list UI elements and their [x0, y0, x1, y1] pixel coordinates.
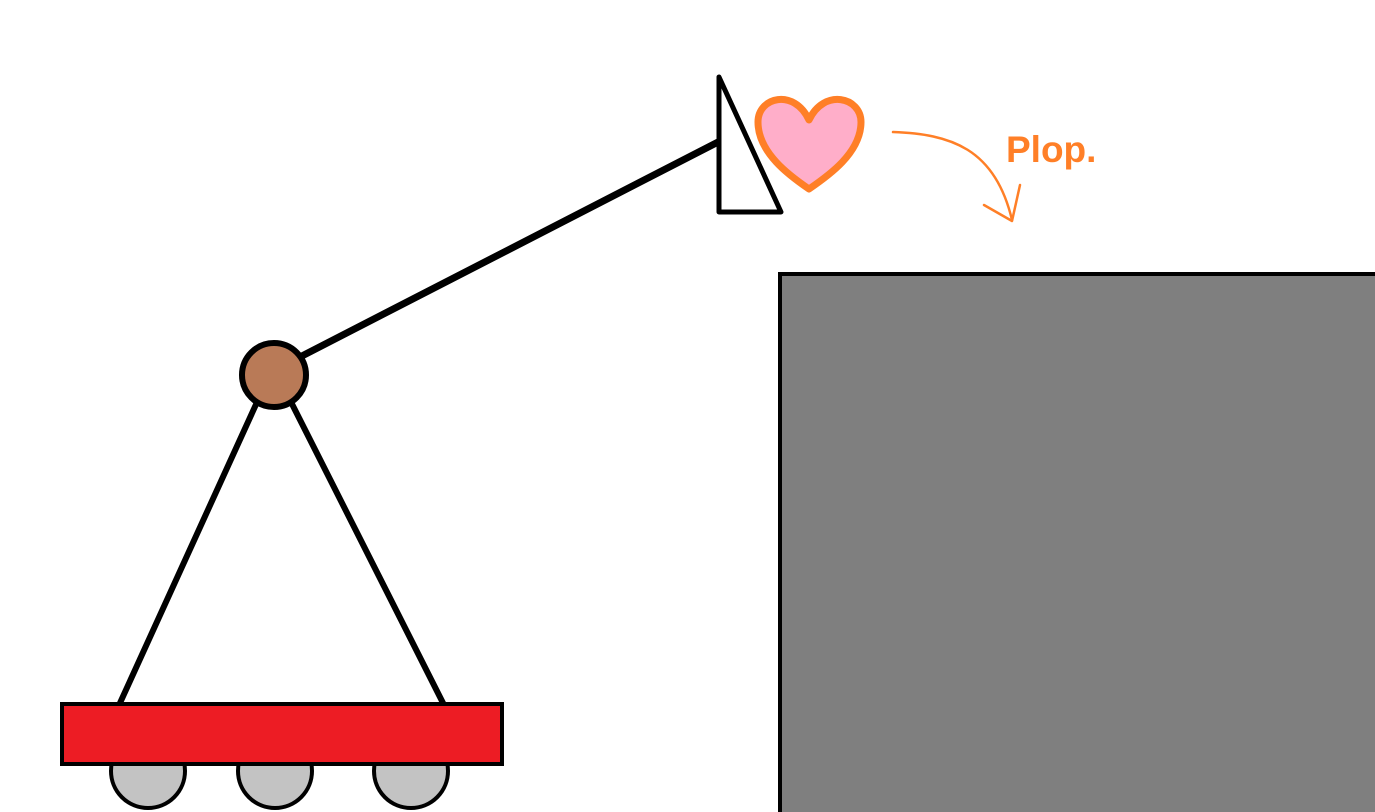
support-leg-left: [117, 397, 261, 706]
throwing-arm: [296, 136, 726, 361]
pivot-joint: [239, 340, 309, 410]
plop-caption: Plop.: [1006, 129, 1096, 170]
cart-body: [60, 702, 504, 766]
gray-block: [778, 272, 1375, 812]
support-leg-right: [287, 397, 446, 706]
motion-arrow-icon: [891, 130, 1014, 222]
motion-arrow-head: [982, 183, 1022, 223]
heart-icon: [754, 96, 865, 193]
triangular-hook: [716, 74, 784, 215]
